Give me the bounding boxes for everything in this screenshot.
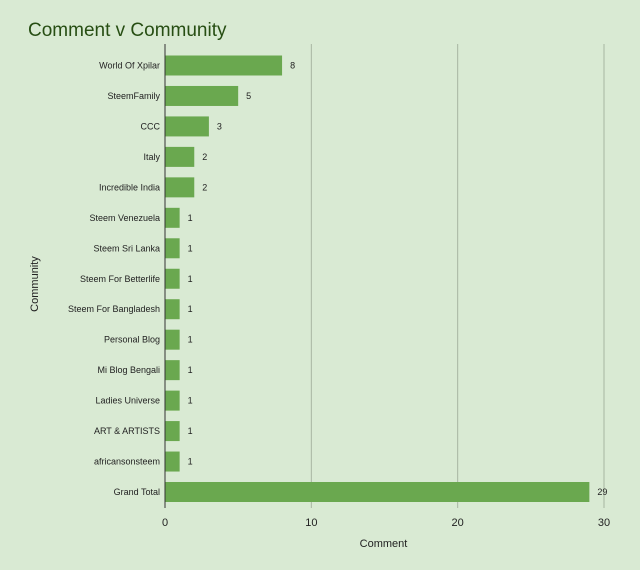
x-tick-labels: 0 10 20 30 [162,517,610,529]
bar [165,116,209,137]
value-label: 1 [188,243,193,253]
value-label: 1 [188,213,193,223]
x-tick-label: 0 [162,517,168,529]
category-label: africansonsteem [94,457,160,467]
category-label: Steem For Bangladesh [68,304,160,314]
category-label: Grand Total [114,487,160,497]
bar [165,360,180,381]
value-label: 2 [202,152,207,162]
category-label: Italy [143,152,160,162]
category-label: Incredible India [99,182,160,192]
category-label: ART & ARTISTS [94,426,160,436]
value-label: 1 [188,426,193,436]
bar [165,268,180,289]
category-label: CCC [141,121,161,131]
bar [165,55,283,76]
category-label: Steem For Betterlife [80,274,160,284]
bar [165,177,195,198]
x-tick-label: 20 [452,517,464,529]
category-label: Ladies Universe [95,396,160,406]
bar [165,390,180,411]
category-label: Personal Blog [104,335,160,345]
category-labels: World Of Xpilar SteemFamily CCC Italy Incred… [68,61,161,498]
bar [165,329,180,350]
value-label: 1 [188,304,193,314]
bar [165,299,180,320]
value-label: 8 [290,61,295,71]
bar [165,85,239,106]
chart-title: Comment v Community [28,20,227,41]
bars [165,55,590,502]
value-label: 1 [188,457,193,467]
bar [165,207,180,228]
value-label: 1 [188,396,193,406]
bar [165,451,180,472]
value-labels: 8 5 3 2 2 1 1 1 1 1 1 1 1 1 29 [188,61,608,498]
x-axis-label: Comment [360,538,408,550]
value-label: 5 [246,91,251,101]
category-label: Mi Blog Bengali [97,365,160,375]
bar [165,482,590,502]
bar [165,146,195,167]
grid-lines [310,44,605,508]
bar [165,421,180,442]
bar [165,238,180,259]
category-label: Steem Venezuela [89,213,160,223]
value-label: 2 [202,182,207,192]
value-label: 29 [597,487,607,497]
value-label: 1 [188,335,193,345]
value-label: 3 [217,121,222,131]
category-label: SteemFamily [107,91,160,101]
x-tick-label: 10 [305,517,317,529]
y-axis-label: Community [29,256,41,312]
category-label: World Of Xpilar [99,61,160,71]
x-tick-label: 30 [598,517,610,529]
value-label: 1 [188,274,193,284]
category-label: Steem Sri Lanka [93,243,160,253]
value-label: 1 [188,365,193,375]
